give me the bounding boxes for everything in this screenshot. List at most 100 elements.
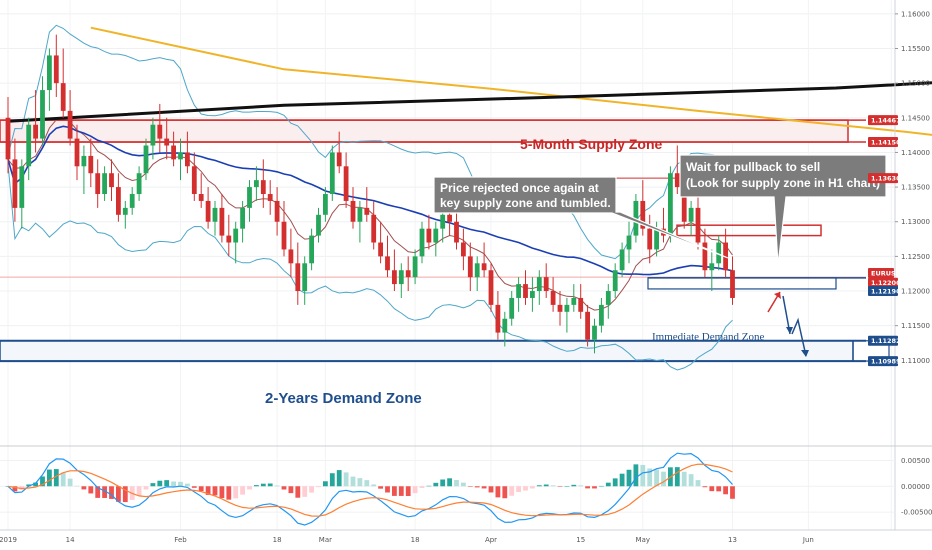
- ema-red-line: [7, 117, 733, 311]
- macd-histogram-bar: [88, 486, 94, 494]
- candle-bear: [343, 166, 349, 201]
- bollinger-lower: [7, 163, 733, 371]
- projection-arrows: [767, 291, 809, 357]
- macd-histogram-bar: [398, 486, 404, 496]
- macd-histogram-bar: [254, 485, 259, 487]
- macd-histogram-bar: [454, 479, 459, 487]
- macd-histogram-bar: [599, 485, 604, 487]
- candle-bear: [336, 152, 342, 167]
- down-arrow-2-head: [801, 350, 809, 357]
- candle-bear: [267, 194, 273, 201]
- macd-histogram-bar: [592, 486, 597, 489]
- macd-histogram-bar: [495, 486, 501, 498]
- supply-zone-label: 5-Month Supply Zone: [520, 136, 663, 152]
- macd-histogram-bar: [219, 486, 225, 499]
- candle-bull: [323, 194, 328, 215]
- candle-bear: [198, 194, 204, 201]
- immediate-demand-label: Immediate Demand Zone: [652, 331, 765, 343]
- macd-histogram-bar: [67, 478, 73, 487]
- candle-bear: [481, 263, 487, 271]
- macd-histogram-bar: [47, 469, 52, 487]
- macd-histogram-bar: [378, 486, 383, 489]
- macd-histogram-bar: [536, 485, 542, 487]
- candle-bear: [274, 200, 280, 222]
- macd-histogram-bar: [102, 486, 107, 498]
- immediate-demand-box: [647, 277, 837, 290]
- candle-bear: [681, 187, 687, 222]
- macd-histogram-bar: [150, 483, 156, 487]
- candle-bull: [536, 277, 542, 292]
- candle-bear: [385, 256, 390, 271]
- macd-histogram-bar: [461, 482, 466, 487]
- macd-histogram-bar: [336, 470, 342, 487]
- price-tag-label: 1.14150: [871, 138, 901, 146]
- macd-histogram-bar: [640, 464, 646, 487]
- macd-histogram-bar: [226, 486, 232, 500]
- macd-histogram-bar: [116, 486, 121, 502]
- macd-histogram-bar: [633, 464, 639, 487]
- macd-histogram-bar: [295, 486, 301, 498]
- candle-bear: [730, 270, 735, 298]
- price-tick-label: 1.16000: [901, 10, 930, 18]
- candle-bull: [398, 270, 404, 285]
- callout-rejected-line2: key supply zone and tumbled.: [440, 196, 611, 210]
- macd-histogram-bar: [143, 486, 149, 490]
- date-tick-label: 18: [273, 536, 282, 544]
- candle-bear: [405, 270, 411, 278]
- macd-histogram-bar: [523, 486, 528, 491]
- macd-histogram-bar: [605, 482, 611, 487]
- candle-bull: [329, 152, 335, 195]
- macd-histogram-bar: [53, 469, 59, 487]
- macd-histogram-bar: [585, 486, 590, 489]
- candle-bull: [122, 207, 128, 215]
- date-tick-label: 2019: [0, 536, 17, 544]
- demand-zone-box: [0, 340, 854, 362]
- candle-bear: [523, 284, 528, 298]
- date-tick-label: 18: [411, 536, 420, 544]
- macd-histogram-bar: [467, 486, 473, 487]
- candle-bull: [40, 90, 45, 139]
- macd-histogram-bar: [654, 469, 659, 487]
- candle-bear: [350, 200, 356, 222]
- macd-tick-label: 0.00000: [901, 483, 930, 491]
- candle-bear: [288, 249, 294, 264]
- price-axis[interactable]: 1.16000 1.15500 1.15000 1.14500 1.14000 1.135…: [894, 0, 930, 530]
- price-tick-label: 1.11500: [901, 322, 930, 330]
- macd-signal-line: [7, 463, 733, 517]
- date-tick-label: Jun: [802, 536, 814, 544]
- price-tag-box: [868, 115, 898, 126]
- price-tick-label: 1.14500: [901, 114, 930, 122]
- macd-histogram-bar: [440, 479, 446, 487]
- macd-histogram-bar: [612, 478, 618, 487]
- macd-line: [7, 452, 733, 526]
- macd-histogram-bar: [557, 486, 563, 487]
- macd-histogram-bar: [191, 486, 197, 488]
- price-tick-label: 1.12500: [901, 253, 930, 261]
- price-tick-label: 1.13000: [901, 218, 930, 226]
- macd-histogram-bar: [681, 471, 687, 487]
- price-tags: 1.14467 1.14150 1.13630 EURUSD 1.122001.1219…: [868, 115, 902, 367]
- candle-bull: [102, 173, 107, 195]
- macd-histogram-bar: [426, 485, 432, 487]
- macd-histogram-bar: [730, 486, 735, 499]
- price-tick-label: 1.11000: [901, 357, 930, 365]
- candle-bear: [585, 311, 590, 340]
- date-tick-label: 14: [66, 536, 75, 544]
- macd-histogram-bar: [95, 486, 101, 498]
- candle-bull: [592, 325, 597, 340]
- price-tick-label: 1.13500: [901, 184, 930, 192]
- macd-histogram-bar: [474, 486, 480, 488]
- candle-bear: [467, 256, 473, 278]
- macd-histogram-bar: [309, 486, 314, 493]
- candle-bear: [364, 207, 370, 215]
- candle-bear: [164, 138, 170, 146]
- candle-bear: [205, 200, 211, 222]
- candle-bear: [12, 159, 18, 208]
- date-axis[interactable]: 2019 14 Feb 18 Mar 18 Apr 15 May 13 Jun: [0, 529, 932, 544]
- macd-histogram-bar: [178, 481, 183, 487]
- macd-histogram-bar: [543, 484, 549, 487]
- candle-bull: [150, 124, 156, 146]
- macd-histogram-bar: [688, 474, 694, 487]
- candle-bull: [419, 228, 425, 257]
